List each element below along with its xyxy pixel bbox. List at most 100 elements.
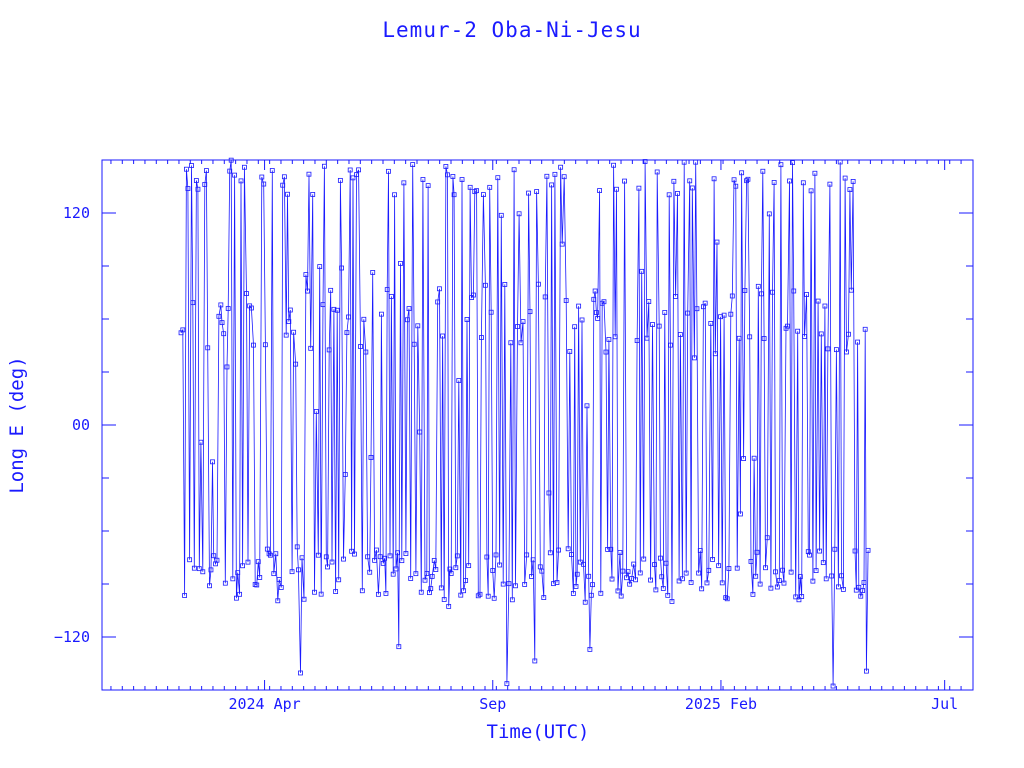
data-point [659,574,665,580]
data-point [796,597,802,603]
data-point [820,560,826,566]
data-point [644,335,650,341]
data-point [389,293,394,299]
data-point [403,551,409,556]
data-point [429,574,435,579]
data-point [242,164,247,170]
data-point [850,179,856,184]
data-point [331,306,337,312]
data-point [636,185,642,191]
data-point [840,586,846,592]
y-axis: −120 00 120 [54,159,973,646]
data-point [384,287,390,292]
data-point [622,178,627,184]
data-point [276,577,282,582]
x-tick-label: 2024 Apr [228,695,300,713]
data-point [559,241,565,247]
data-point [372,557,378,563]
data-point [680,576,685,582]
data-point [787,178,792,184]
data-point [399,558,405,564]
data-point [576,303,582,309]
data-point [823,576,829,582]
data-point [361,316,367,322]
data-point [230,576,236,582]
data-point [306,171,312,177]
data-point [608,546,614,552]
data-point [281,174,287,180]
data-point [685,310,691,316]
data-point [221,331,227,337]
data-point [524,552,530,558]
data-point [673,294,678,299]
data-point [739,170,745,176]
data-point [642,159,648,164]
data-point [255,559,261,565]
data-point [433,567,439,572]
data-point [586,573,592,579]
data-point [275,598,281,604]
data-point [773,569,778,575]
x-axis: 2024 Apr Sep 2025 Feb Jul [110,160,962,713]
data-point [234,595,239,601]
data-point [710,557,715,562]
data-point [448,571,454,576]
data-point [757,581,763,587]
data-point [554,580,560,585]
data-point [280,182,286,188]
data-point [237,591,243,597]
data-point [453,565,459,571]
data-point [411,341,417,347]
data-point [865,547,871,553]
data-point [185,186,191,191]
data-point [224,364,230,370]
x-tick-label: 2025 Feb [685,695,757,713]
data-point [714,239,720,245]
data-point [320,302,326,308]
data-point [210,459,215,465]
data-point [663,560,669,566]
data-point [375,591,381,597]
data-point [549,182,555,188]
data-point [544,173,550,179]
data-point [252,582,258,587]
data-point [788,569,794,575]
data-point [706,567,712,573]
data-point [208,567,214,573]
data-point [573,584,579,589]
data-point [839,573,844,579]
data-point [699,586,705,592]
data-point [498,212,504,218]
data-point [377,554,383,560]
data-point [620,568,626,574]
data-point [365,554,371,560]
data-point [393,566,399,572]
data-point [662,310,668,315]
data-point [654,169,660,175]
data-point [329,559,335,565]
y-tick-label: 00 [72,416,90,434]
data-point [257,575,263,580]
data-point [832,546,838,552]
data-point [639,268,645,274]
data-point [211,553,217,559]
data-point [864,668,869,674]
data-point [227,168,233,174]
data-point [333,589,339,594]
data-point [513,583,518,589]
data-point [833,347,839,353]
data-point [572,324,578,330]
data-point [283,332,289,338]
data-point [770,289,775,295]
data-point [222,580,228,586]
data-point [261,181,267,187]
data-point [723,595,729,601]
data-point [356,167,361,173]
series-layer [178,157,871,689]
data-point [264,546,270,552]
data-point [497,562,503,568]
data-point [702,300,708,306]
y-tick-label: −120 [54,628,90,646]
data-point [428,586,434,591]
data-point [396,644,402,650]
